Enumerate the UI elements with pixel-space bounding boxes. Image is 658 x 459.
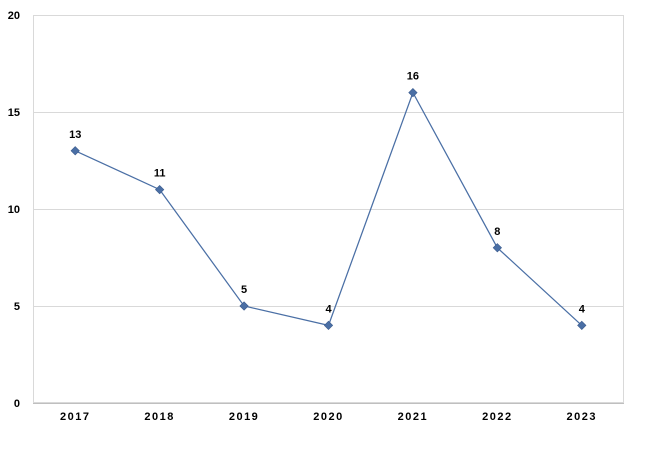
x-tick-label: 2023: [567, 411, 597, 423]
x-tick-label: 2018: [144, 411, 174, 423]
x-axis-tick-labels: 2017 2018 2019 2020 2021 2022 2023: [60, 411, 597, 423]
y-tick-label: 15: [8, 107, 20, 119]
data-label: 16: [407, 71, 419, 83]
data-point-marker: [323, 320, 334, 331]
data-point-marker: [492, 243, 502, 253]
y-tick-label: 10: [8, 204, 20, 216]
y-tick-label: 20: [8, 10, 20, 22]
axes: [33, 15, 624, 404]
x-tick-label: 2022: [482, 411, 512, 423]
gridlines: [33, 15, 624, 307]
data-point-marker: [70, 146, 80, 156]
y-tick-label: 5: [14, 301, 20, 313]
x-tick-label: 2020: [313, 411, 343, 423]
y-axis-tick-labels: 0 5 10 15 20: [8, 10, 20, 410]
plot-border: [33, 15, 624, 403]
data-labels: 13 11 5 4 16 8 4: [69, 71, 586, 316]
x-tick-label: 2021: [398, 411, 428, 423]
series-markers: [70, 87, 587, 331]
x-tick-label: 2019: [229, 411, 259, 423]
data-label: 4: [579, 303, 586, 315]
data-point-marker: [239, 301, 249, 311]
data-point-marker: [155, 184, 165, 195]
data-label: 8: [494, 226, 500, 238]
data-label: 13: [69, 129, 81, 141]
y-tick-label: 0: [14, 398, 20, 410]
data-label: 11: [154, 168, 166, 180]
data-point-marker: [408, 87, 418, 98]
x-tick-label: 2017: [60, 411, 90, 423]
data-label: 4: [325, 303, 332, 315]
data-point-marker: [577, 320, 587, 331]
data-label: 5: [241, 284, 247, 296]
